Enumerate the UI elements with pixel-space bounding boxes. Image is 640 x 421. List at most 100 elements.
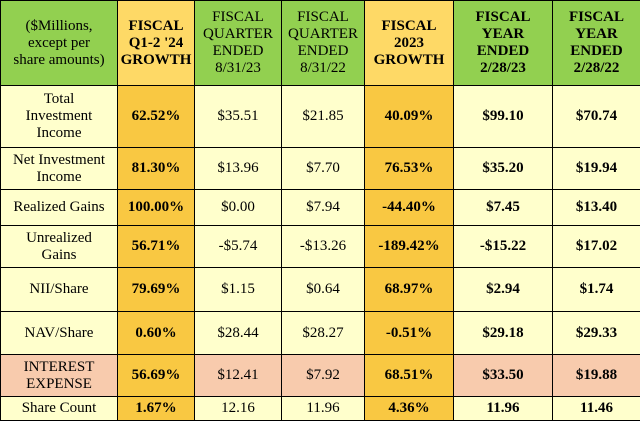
table-cell: 11.96	[454, 397, 553, 421]
row-label-line: Total	[3, 91, 115, 108]
table-cell: $12.41	[195, 355, 282, 397]
table-cell: -$15.22	[454, 226, 553, 268]
header-line: YEAR	[456, 26, 550, 43]
header-line: FISCAL	[456, 9, 550, 26]
row-label-line: Net Investment	[3, 152, 115, 169]
table-cell: $1.15	[195, 268, 282, 312]
header-line: FISCAL	[197, 9, 279, 26]
header-line: 8/31/22	[284, 60, 362, 77]
row-label-line: Realized Gains	[3, 199, 115, 216]
table-cell: -$5.74	[195, 226, 282, 268]
table-cell: 56.69%	[118, 355, 195, 397]
table-cell: 0.60%	[118, 312, 195, 355]
header-line: share amounts)	[3, 52, 115, 69]
header-line: GROWTH	[367, 52, 451, 69]
row-label-line: Unrealized	[3, 230, 115, 247]
table-cell: $0.64	[282, 268, 365, 312]
table-cell: 68.97%	[365, 268, 454, 312]
header-line: ($Millions,	[3, 18, 115, 35]
row-label-line: Income	[3, 125, 115, 142]
table-cell: $13.96	[195, 148, 282, 190]
table-cell: 1.67%	[118, 397, 195, 421]
table-cell: $13.40	[553, 190, 640, 226]
row-label-line: INTEREST	[3, 359, 115, 376]
table-cell: 62.52%	[118, 86, 195, 148]
table-cell: $28.27	[282, 312, 365, 355]
table-cell: 56.71%	[118, 226, 195, 268]
table-cell: $28.44	[195, 312, 282, 355]
header-line: YEAR	[555, 26, 638, 43]
header-line: QUARTER	[197, 26, 279, 43]
table-cell: 11.46	[553, 397, 640, 421]
table-cell: -189.42%	[365, 226, 454, 268]
row-label-line: Share Count	[3, 400, 115, 417]
header-line: ENDED	[555, 43, 638, 60]
header-line: GROWTH	[120, 52, 192, 69]
table-cell: $7.92	[282, 355, 365, 397]
header-line: ENDED	[284, 43, 362, 60]
row-label-line: Investment	[3, 108, 115, 125]
table-cell: 12.16	[195, 397, 282, 421]
header-line: ENDED	[197, 43, 279, 60]
table-cell: $21.85	[282, 86, 365, 148]
table-cell: 100.00%	[118, 190, 195, 226]
header-line: QUARTER	[284, 26, 362, 43]
table-cell: $7.70	[282, 148, 365, 190]
row-label: Share Count	[1, 397, 118, 421]
header-line: 2/28/23	[456, 60, 550, 77]
table-cell: $19.88	[553, 355, 640, 397]
table-cell: $7.94	[282, 190, 365, 226]
header-line: Q1-2 '24	[120, 35, 192, 52]
table-cell: -$13.26	[282, 226, 365, 268]
table-cell: $99.10	[454, 86, 553, 148]
table-cell: $7.45	[454, 190, 553, 226]
table-cell: $33.50	[454, 355, 553, 397]
header-line: FISCAL	[284, 9, 362, 26]
row-label-line: NII/Share	[3, 281, 115, 298]
table-cell: 79.69%	[118, 268, 195, 312]
table-cell: $70.74	[553, 86, 640, 148]
table-cell: 4.36%	[365, 397, 454, 421]
table-cell: $0.00	[195, 190, 282, 226]
row-label: NII/Share	[1, 268, 118, 312]
header-line: 8/31/23	[197, 60, 279, 77]
row-label-line: NAV/Share	[3, 325, 115, 342]
header-line: ENDED	[456, 43, 550, 60]
table-cell: 11.96	[282, 397, 365, 421]
table-cell: 40.09%	[365, 86, 454, 148]
row-label: Realized Gains	[1, 190, 118, 226]
table-cell: 76.53%	[365, 148, 454, 190]
row-label-line: Income	[3, 169, 115, 186]
table-cell: $1.74	[553, 268, 640, 312]
header-line: except per	[3, 35, 115, 52]
table-cell: $2.94	[454, 268, 553, 312]
row-label-line: Gains	[3, 247, 115, 264]
table-cell: 81.30%	[118, 148, 195, 190]
table-cell: -44.40%	[365, 190, 454, 226]
header-line: 2023	[367, 35, 451, 52]
table-cell: $35.51	[195, 86, 282, 148]
header-line: 2/28/22	[555, 60, 638, 77]
table-cell: -0.51%	[365, 312, 454, 355]
table-cell: $35.20	[454, 148, 553, 190]
row-label-line: EXPENSE	[3, 376, 115, 393]
table-cell: $17.02	[553, 226, 640, 268]
header-line: FISCAL	[120, 18, 192, 35]
